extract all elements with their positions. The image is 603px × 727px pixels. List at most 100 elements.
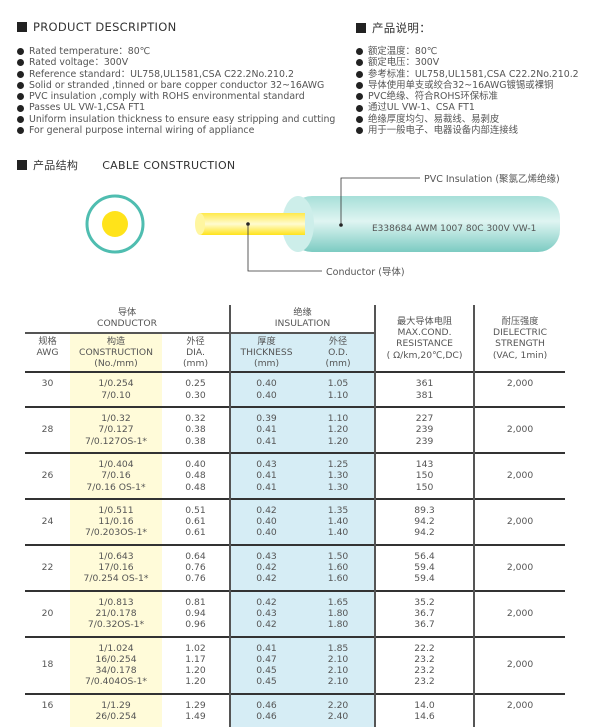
- dia-header: 外径 DIA. (mm): [182, 335, 209, 370]
- cable-construction-heading: 产品结构 CABLE CONSTRUCTION: [17, 157, 235, 173]
- construction-cell: 1/0.254 7/0.10: [70, 372, 162, 408]
- table-row: 30 1/0.254 7/0.10 0.25 0.30 0.40 0.40 1.05 1.10 3…: [25, 372, 566, 408]
- print-mark-left: E338684 AWM 1007 80C 300V VW-1: [372, 224, 536, 234]
- bullet-icon: [17, 104, 24, 112]
- item-text: For general purpose internal wiring of a…: [29, 125, 255, 137]
- bullet-icon: [356, 70, 363, 78]
- construction-cell: 1/0.32 7/0.127 7/0.127OS-1*: [70, 407, 162, 453]
- resistance-cell: 35.2 36.7 36.7: [375, 590, 476, 637]
- bullet-icon: [356, 115, 363, 123]
- thickness-cell: 0.42 0.40 0.40: [229, 498, 303, 545]
- bullet-icon: [17, 48, 24, 56]
- insulation-body: [290, 196, 560, 252]
- item-text: Rated voltage：300V: [29, 57, 129, 69]
- list-item: 导体使用单支或绞合32~16AWG镀锡或裸铜: [356, 80, 579, 91]
- dielectric-cell: 2,000: [506, 659, 534, 671]
- resistance-cell: 227 239 239: [375, 407, 476, 453]
- cross-section: [85, 194, 145, 254]
- list-item: Uniform insulation thickness to ensure e…: [17, 114, 335, 125]
- table-row: 20 1/0.813 21/0.178 7/0.32OS-1* 0.81 0.94 0.96…: [25, 590, 566, 637]
- insulation-group-header: 绝缘 INSULATION: [229, 305, 377, 334]
- heading-cn: 产品结构: [33, 159, 79, 172]
- bullet-icon: [17, 59, 24, 67]
- od-cell: 1.85 2.10 2.10 2.10: [302, 636, 377, 694]
- thickness-cell: 0.39 0.41 0.41: [229, 407, 303, 453]
- bullet-icon: [17, 82, 24, 90]
- dielectric-cell: 2,000: [506, 470, 534, 482]
- thickness-cell: 0.41 0.47 0.45 0.45: [229, 636, 303, 694]
- dielectric-cell: 2,000: [506, 378, 534, 390]
- dielectric-header: 耐压强度 DIELECTRIC STRENGTH (VAC, 1min): [492, 315, 548, 361]
- dia-cell: 0.51 0.61 0.61: [185, 504, 206, 539]
- od-cell: 1.50 1.60 1.60: [302, 544, 377, 591]
- thickness-header: 厚度 THICKNESS (mm): [229, 332, 303, 373]
- item-text: 额定温度：80℃: [368, 46, 438, 57]
- awg-header: 规格 AWG: [36, 335, 59, 358]
- resistance-header: 最大导体电阻 MAX.COND. RESISTANCE( Ω/km,20℃,DC): [375, 305, 476, 373]
- conductor-body: [200, 213, 305, 235]
- dia-cell: 0.64 0.76 0.76: [185, 550, 206, 585]
- construction-cell: 1/0.643 17/0.16 7/0.254 OS-1*: [70, 544, 162, 591]
- dielectric-cell: 2,000: [506, 562, 534, 574]
- resistance-cell: 143 150 150: [375, 452, 476, 499]
- list-item: 绝缘厚度均匀、易裁线、易剥皮: [356, 114, 579, 125]
- od-cell: 1.65 1.80 1.80: [302, 590, 377, 637]
- awg-cell: 18: [41, 659, 54, 671]
- awg-cell: 24: [41, 516, 54, 528]
- insulation-leader-line: [340, 177, 420, 225]
- list-item: Rated voltage：300V: [17, 57, 335, 68]
- construction-header: 构造 CONSTRUCTION (No./mm): [70, 332, 162, 373]
- bullet-icon: [356, 48, 363, 56]
- heading-en: CABLE CONSTRUCTION: [102, 158, 236, 172]
- list-item: Rated temperature：80℃: [17, 46, 335, 57]
- product-description-cn-list: 额定温度：80℃ 额定电压：300V 参考标准：UL758,UL1581,CSA C…: [356, 46, 579, 136]
- od-cell: 1.35 1.40 1.40: [302, 498, 377, 545]
- table-row: 28 1/0.32 7/0.127 7/0.127OS-1* 0.32 0.38 0.38 0…: [25, 407, 566, 453]
- construction-cell: 1/0.813 21/0.178 7/0.32OS-1*: [70, 590, 162, 637]
- thickness-cell: 0.43 0.42 0.42: [229, 544, 303, 591]
- resistance-cell: 14.0 14.6: [375, 693, 476, 727]
- bullet-icon: [356, 59, 363, 67]
- dielectric-cell: 2,000: [506, 607, 534, 619]
- bullet-icon: [356, 127, 363, 135]
- list-item: Passes UL VW-1,CSA FT1: [17, 102, 335, 113]
- thickness-cell: 0.40 0.40: [229, 372, 303, 408]
- conductor-end: [195, 213, 205, 235]
- cable-diagram: E338684 AWM 1007 80C 300V VW-1 PVC Insul…: [85, 173, 560, 278]
- dia-cell: 0.32 0.38 0.38: [185, 413, 206, 447]
- od-cell: 1.05 1.10: [302, 372, 377, 408]
- resistance-cell: 361 381: [375, 372, 476, 408]
- spec-table: 导体 CONDUCTOR 绝缘 INSULATION 最大导体电阻 MAX.COND.…: [25, 305, 566, 727]
- product-description-list: Rated temperature：80℃ Rated voltage：300V R…: [17, 46, 335, 136]
- awg-cell: 26: [41, 470, 54, 482]
- item-text: Uniform insulation thickness to ensure e…: [29, 113, 336, 125]
- product-description-heading: PRODUCT DESCRIPTION: [17, 20, 177, 34]
- item-text: PVC insulation ,comply with ROHS environ…: [29, 91, 305, 103]
- square-bullet-icon: [17, 22, 27, 32]
- item-text: Solid or stranded ,tinned or bare copper…: [29, 79, 325, 91]
- bullet-icon: [17, 127, 24, 135]
- thickness-cell: 0.42 0.43 0.42: [229, 590, 303, 637]
- bullet-icon: [17, 115, 24, 123]
- item-text: PVC绝缘、符合ROHS环保标准: [368, 91, 498, 103]
- awg-cell: 22: [41, 562, 54, 574]
- square-bullet-icon: [356, 23, 366, 33]
- table-row: 26 1/0.404 7/0.16 7/0.16 OS-1* 0.40 0.48 0.48 0…: [25, 452, 566, 499]
- construction-cell: 1/1.29 26/0.254: [70, 693, 162, 727]
- dia-cell: 0.25 0.30: [185, 378, 206, 401]
- bullet-icon: [356, 82, 363, 90]
- dia-cell: 1.02 1.17 1.20 1.20: [185, 642, 206, 688]
- dielectric-cell: 2,000: [506, 516, 534, 528]
- item-text: 参考标准：UL758,UL1581,CSA C22.2No.210.2: [368, 68, 579, 80]
- dia-cell: 0.40 0.48 0.48: [185, 458, 206, 493]
- construction-cell: 1/0.511 11/0.16 7/0.203OS-1*: [70, 498, 162, 545]
- construction-cell: 1/0.404 7/0.16 7/0.16 OS-1*: [70, 452, 162, 499]
- heading-text: 产品说明：: [372, 21, 431, 35]
- awg-cell: 16: [41, 699, 54, 711]
- resistance-cell: 56.4 59.4 59.4: [375, 544, 476, 591]
- od-cell: 2.20 2.40: [302, 693, 377, 727]
- dia-cell: 0.81 0.94 0.96: [185, 596, 206, 631]
- bullet-icon: [17, 93, 24, 101]
- list-item: 额定电压：300V: [356, 57, 579, 68]
- dielectric-cell: 2,000: [506, 424, 534, 436]
